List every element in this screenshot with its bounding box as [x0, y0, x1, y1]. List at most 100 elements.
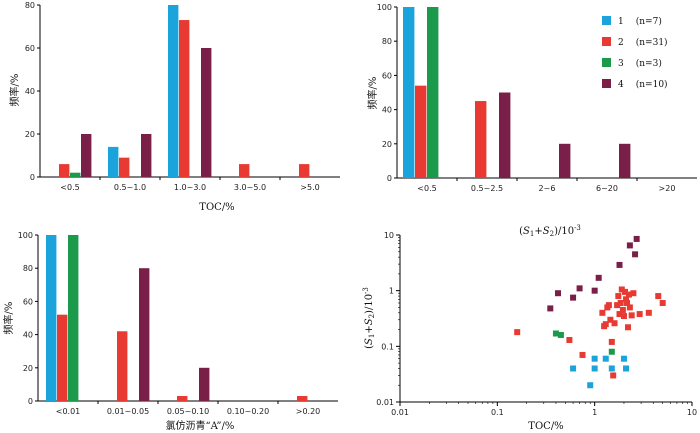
s1s2-y-tick-label: 100: [377, 3, 392, 12]
toc-bar-series-2: [299, 164, 310, 177]
svg-text:4(n=10): 4 (n=10): [618, 79, 668, 90]
s1s2-bar-series-2: [415, 85, 427, 178]
scatter-point-series-4: [616, 261, 623, 268]
chloroform-category-label: 0.05~0.10: [167, 407, 209, 416]
chloroform-y-tick-label: 100: [18, 231, 33, 240]
s1s2-y-tick-label: 20: [382, 140, 392, 149]
scatter-x-axis-label: TOC/%: [528, 421, 563, 432]
scatter-point-series-4: [633, 235, 640, 242]
chloroform-category-label: >0.20: [296, 407, 321, 416]
chloroform-category-label: 0.10~0.20: [227, 407, 269, 416]
scatter-point-series-4: [576, 285, 583, 292]
legend-entry-4: 4 (n=10): [602, 79, 668, 90]
scatter-point-series-2: [566, 336, 573, 343]
toc-bar-series-2: [239, 164, 250, 177]
chloroform-category-label: <0.01: [56, 407, 81, 416]
scatter-point-series-2: [615, 293, 622, 300]
scatter-x-tick-label: 0.01: [391, 408, 409, 417]
s1s2-bar-series-4: [619, 143, 631, 178]
scatter-point-series-1: [591, 355, 598, 362]
toc-vs-s1s2-scatter-panel: 0.01 0.1 1 10 0.01 0.1 1 10: [376, 231, 697, 417]
scatter-point-series-1: [591, 365, 598, 372]
legend-label-4: 4: [618, 80, 624, 90]
s1s2-histogram-panel: 0 20 40 60 80 100 <0.5 0.5~2.5 2~6 6~20 >20: [377, 3, 697, 193]
toc-bar-series-4: [81, 134, 92, 177]
scatter-point-series-2: [611, 320, 618, 327]
scatter-point-series-2: [514, 329, 521, 336]
scatter-y-tick-label: 0.1: [381, 342, 394, 351]
toc-bar-series-1: [108, 146, 119, 177]
scatter-point-series-2: [614, 302, 621, 309]
scatter-point-series-1: [608, 365, 615, 372]
s1s2-y-tick-label: 60: [382, 71, 392, 80]
scatter-point-series-4: [570, 294, 577, 301]
toc-y-tick-label: 40: [25, 87, 35, 96]
svg-text:3(n=3): 3 (n=3): [618, 58, 662, 69]
s1s2-x-axis-label: (S1+S2)/10-3: [519, 224, 581, 238]
toc-category-label: 3.0~5.0: [234, 183, 266, 192]
s1s2-bar-series-3: [427, 7, 439, 178]
scatter-point-series-4: [547, 305, 554, 312]
toc-y-tick-label: 80: [25, 1, 35, 10]
toc-y-tick-label: 60: [25, 44, 35, 53]
chloroform-y-tick-label: 60: [23, 297, 33, 306]
chloroform-y-tick-label: 40: [23, 331, 33, 340]
s1s2-y-tick-label: 40: [382, 106, 392, 115]
s1s2-bar-series-1: [403, 7, 415, 178]
s1s2-category-label: 0.5~2.5: [471, 184, 503, 193]
s1s2-category-label: >20: [659, 184, 676, 193]
toc-bar-series-2: [179, 20, 190, 177]
scatter-point-series-4: [591, 287, 598, 294]
scatter-point-series-4: [632, 251, 639, 258]
toc-category-label: 0.5~1.0: [114, 183, 146, 192]
toc-bar-series-3: [70, 172, 81, 177]
scatter-point-series-2: [622, 288, 629, 295]
scatter-point-series-2: [608, 338, 615, 345]
scatter-point-series-1: [602, 355, 609, 362]
s1s2-y-axis-label: 频率/%: [366, 77, 379, 110]
scatter-point-series-2: [628, 312, 635, 319]
toc-y-tick-label: 0: [30, 173, 35, 182]
scatter-point-series-2: [659, 300, 666, 307]
legend-swatch-3: [602, 58, 611, 67]
chloroform-histogram-panel: 0 20 40 60 80 100 <0.01 0.01~0.05 0.05~0.10 0.10~…: [18, 231, 338, 416]
legend-entry-2: 2 (n=31): [602, 37, 668, 48]
scatter-point-series-1: [587, 382, 594, 389]
legend-label-2: 2: [618, 38, 624, 48]
scatter-x-tick-label: 1: [592, 408, 597, 417]
chloroform-bar-series-2: [297, 396, 308, 401]
chloroform-bar-series-2: [117, 331, 128, 401]
scatter-point-series-2: [602, 321, 609, 328]
legend-entry-1: 1 (n=7): [602, 16, 662, 27]
scatter-y-tick-label: 10: [384, 231, 394, 240]
scatter-point-series-2: [618, 286, 625, 293]
chloroform-bar-series-4: [139, 268, 150, 401]
chloroform-y-axis-label: 频率/%: [2, 302, 15, 335]
scatter-point-series-2: [599, 309, 606, 316]
legend-swatch-1: [602, 16, 611, 25]
toc-bar-series-2: [119, 157, 130, 177]
scatter-point-series-2: [624, 300, 631, 307]
s1s2-category-label: <0.5: [417, 184, 436, 193]
scatter-point-series-3: [557, 331, 564, 338]
chloroform-y-tick-label: 80: [23, 264, 33, 273]
toc-y-axis-label: 频率/%: [8, 74, 21, 107]
scatter-x-tick-label: 10: [687, 408, 697, 417]
scatter-point-series-2: [636, 311, 643, 318]
legend-label-1: 1: [618, 17, 624, 27]
legend-entry-3: 3 (n=3): [602, 58, 662, 69]
svg-text:2(n=31): 2 (n=31): [618, 37, 668, 48]
toc-bar-series-4: [201, 48, 212, 177]
scatter-y-axis-label: (S1+S2)/10-3: [362, 287, 376, 349]
legend-label-3: 3: [618, 59, 624, 69]
toc-category-label: <0.5: [60, 183, 79, 192]
scatter-point-series-2: [617, 300, 624, 307]
toc-category-label: >5.0: [300, 183, 319, 192]
scatter-point-series-4: [595, 274, 602, 281]
scatter-point-series-1: [620, 355, 627, 362]
scatter-point-series-3: [552, 330, 559, 337]
scatter-point-series-2: [579, 351, 586, 358]
toc-y-tick-label: 20: [25, 130, 35, 139]
toc-bar-series-4: [141, 134, 152, 177]
scatter-point-series-4: [626, 242, 633, 249]
